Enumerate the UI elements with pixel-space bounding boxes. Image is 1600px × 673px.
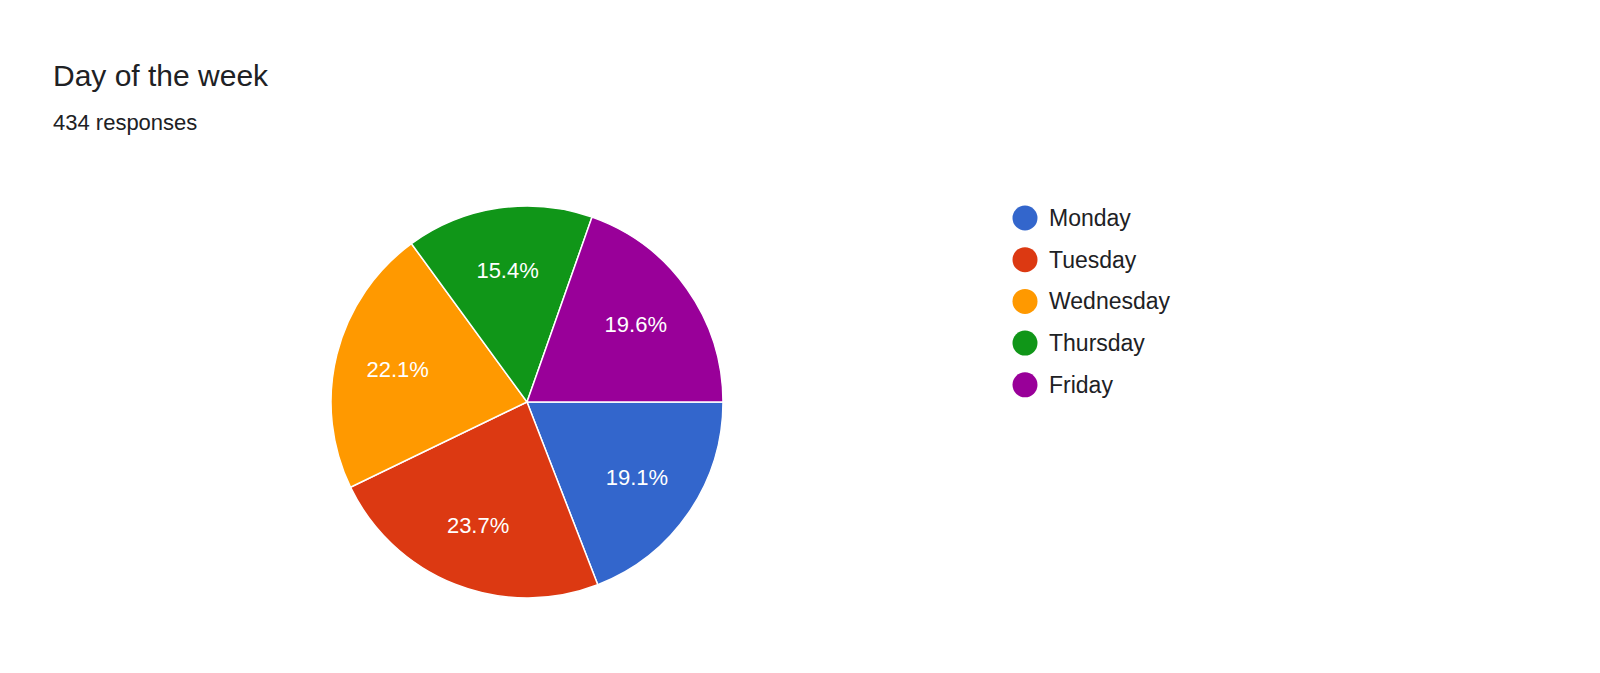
data-label: 19.1% [606,465,668,490]
chart-root: Day of the week 434 responses 19.1% 23.7% 22… [0,0,1600,673]
legend: Monday Tuesday Wednesday Thursday Friday [1013,205,1171,398]
data-label: 15.4% [476,258,538,283]
legend-item: Tuesday [1013,247,1137,273]
legend-label: Friday [1049,372,1113,398]
legend-label: Thursday [1049,330,1145,356]
legend-label: Wednesday [1049,288,1171,314]
legend-item: Monday [1013,205,1132,231]
pie-group: 19.1% 23.7% 22.1% 15.4% 19.6% [331,206,723,598]
data-label: 22.1% [367,357,429,382]
legend-swatch [1013,331,1038,356]
legend-swatch [1013,247,1038,272]
legend-item: Thursday [1013,330,1146,356]
subtitle: 434 responses [53,110,197,135]
legend-label: Tuesday [1049,247,1137,273]
title: Day of the week [53,59,269,92]
data-label: 23.7% [447,513,509,538]
legend-label: Monday [1049,205,1131,231]
slices-inner [331,206,723,598]
legend-swatch [1013,372,1038,397]
pie-slice [527,217,723,402]
legend-swatch [1013,289,1038,314]
legend-swatch [1013,206,1038,231]
legend-item: Wednesday [1013,288,1171,314]
slices [331,206,723,598]
data-label: 19.6% [605,312,667,337]
legend-item: Friday [1013,372,1114,398]
